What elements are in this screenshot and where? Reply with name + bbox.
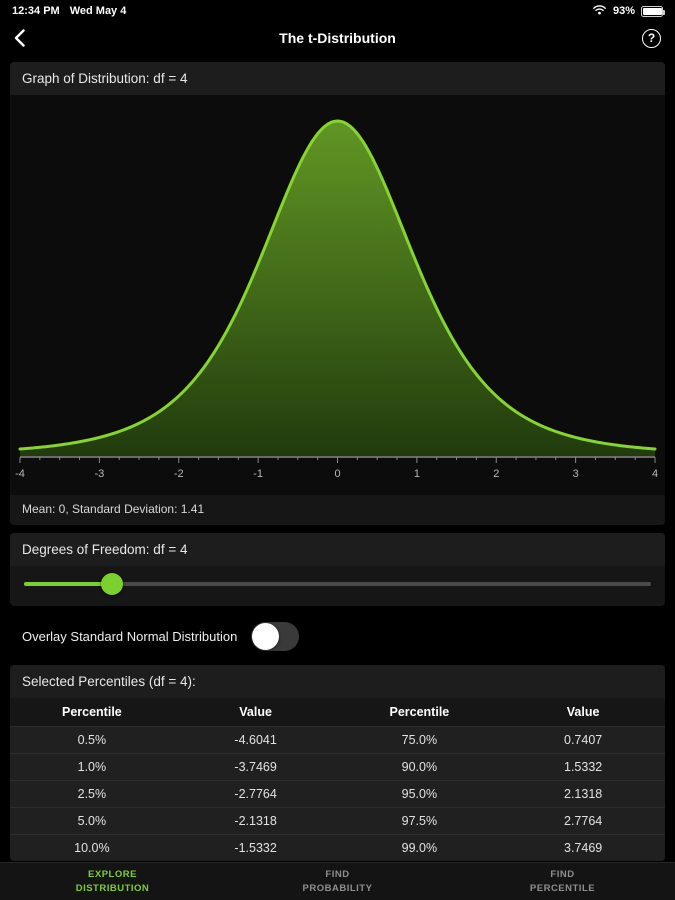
table-row: 1.0% -3.7469 90.0% 1.5332 [10, 753, 665, 781]
svg-text:4: 4 [652, 468, 658, 480]
graph-title: Graph of Distribution: df = 4 [10, 62, 665, 95]
tab-label: FIND [550, 868, 575, 880]
status-bar: 12:34 PM Wed May 4 93% [0, 0, 675, 22]
slider-handle[interactable] [100, 573, 123, 595]
value-cell: 2.7764 [501, 807, 665, 835]
table-row: 10.0% -1.5332 99.0% 3.7469 [10, 834, 665, 861]
slider-track[interactable] [24, 573, 651, 595]
svg-text:3: 3 [573, 468, 579, 480]
status-date: Wed May 4 [69, 5, 127, 17]
overlay-toggle-label: Overlay Standard Normal Distribution [22, 629, 238, 644]
tab-label: EXPLORE [88, 868, 137, 880]
svg-text:1: 1 [414, 468, 420, 480]
percentile-table-panel: Selected Percentiles (df = 4): Percentil… [10, 665, 665, 861]
percentile-cell: 1.0% [10, 753, 174, 781]
svg-text:-1: -1 [253, 468, 263, 480]
table-header-row: Percentile Value Percentile Value [10, 698, 665, 727]
svg-text:0: 0 [334, 468, 340, 480]
question-mark-icon: ? [647, 31, 656, 45]
percentile-cell: 97.5% [337, 807, 502, 835]
battery-icon [641, 5, 665, 17]
overlay-toggle[interactable] [251, 622, 300, 651]
value-cell: 1.5332 [501, 753, 665, 781]
df-slider-panel: Degrees of Freedom: df = 4 [10, 533, 665, 606]
tab-label: PROBABILITY [302, 882, 373, 894]
battery-level [643, 7, 662, 15]
value-cell: -2.7764 [173, 780, 338, 808]
percentile-cell: 99.0% [337, 834, 502, 861]
tab-explore-distribution[interactable]: EXPLORE DISTRIBUTION [0, 863, 225, 900]
overlay-toggle-row: Overlay Standard Normal Distribution [22, 622, 653, 651]
svg-text:-2: -2 [174, 468, 184, 480]
battery-percent: 93% [612, 5, 635, 17]
svg-text:-4: -4 [15, 468, 25, 480]
toggle-knob [252, 623, 280, 650]
chevron-left-icon [14, 29, 25, 47]
tab-label: FIND [325, 868, 350, 880]
status-time: 12:34 PM [12, 5, 60, 17]
value-cell: -3.7469 [173, 753, 338, 781]
percentile-cell: 75.0% [337, 726, 502, 754]
tab-label: DISTRIBUTION [75, 882, 150, 894]
svg-text:2: 2 [493, 468, 499, 480]
percentile-cell: 10.0% [10, 834, 174, 861]
percentile-cell: 90.0% [337, 753, 502, 781]
column-header: Value [501, 698, 665, 727]
svg-text:-3: -3 [94, 468, 104, 480]
percentile-cell: 95.0% [337, 780, 502, 808]
tab-bar: EXPLORE DISTRIBUTION FIND PROBABILITY FIND PE… [0, 862, 675, 900]
percentile-table: Percentile Value Percentile Value 0.5% -4.60… [10, 698, 665, 861]
nav-bar: The t-Distribution ? [0, 22, 675, 54]
value-cell: 3.7469 [501, 834, 665, 861]
column-header: Value [173, 698, 338, 727]
percentile-cell: 0.5% [10, 726, 174, 754]
value-cell: -4.6041 [173, 726, 338, 754]
column-header: Percentile [10, 698, 174, 727]
column-header: Percentile [337, 698, 502, 727]
percentile-cell: 5.0% [10, 807, 174, 835]
tab-label: PERCENTILE [529, 882, 596, 894]
distribution-chart: -4 -3 -2 -1 0 1 2 3 4 [10, 95, 665, 495]
wifi-icon [592, 4, 607, 18]
df-slider-label: Degrees of Freedom: df = 4 [10, 533, 665, 566]
table-row: 2.5% -2.7764 95.0% 2.1318 [10, 780, 665, 808]
t-distribution-curve: -4 -3 -2 -1 0 1 2 3 4 [15, 119, 658, 480]
graph-panel: Graph of Distribution: df = 4 -4 -3 -2 -1 0 1… [10, 62, 665, 525]
value-cell: -1.5332 [173, 834, 338, 861]
table-row: 5.0% -2.1318 97.5% 2.7764 [10, 807, 665, 835]
tab-find-probability[interactable]: FIND PROBABILITY [225, 863, 450, 900]
graph-stats-label: Mean: 0, Standard Deviation: 1.41 [10, 495, 665, 525]
percentile-table-title: Selected Percentiles (df = 4): [10, 665, 665, 698]
value-cell: -2.1318 [173, 807, 338, 835]
help-button[interactable]: ? [642, 28, 661, 48]
df-slider[interactable] [10, 566, 665, 606]
page-title: The t-Distribution [279, 30, 396, 46]
table-row: 0.5% -4.6041 75.0% 0.7407 [10, 726, 665, 754]
slider-fill [24, 582, 112, 586]
value-cell: 2.1318 [501, 780, 665, 808]
back-button[interactable] [14, 29, 25, 47]
percentile-cell: 2.5% [10, 780, 174, 808]
value-cell: 0.7407 [501, 726, 665, 754]
tab-find-percentile[interactable]: FIND PERCENTILE [450, 863, 675, 900]
